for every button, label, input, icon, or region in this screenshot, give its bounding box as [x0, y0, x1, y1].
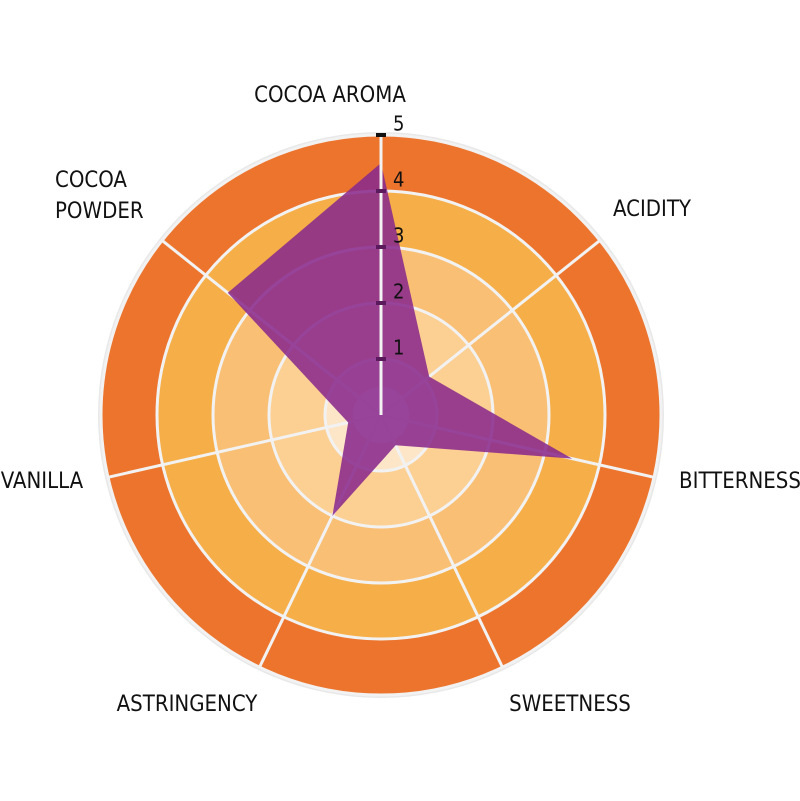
category-label: COCOA POWDER: [55, 168, 144, 224]
tick-label: 3: [393, 224, 404, 248]
category-label: ASTRINGENCY: [117, 692, 259, 717]
category-label: SWEETNESS: [509, 692, 631, 717]
divider: [379, 414, 504, 668]
label-line: ACIDITY: [613, 197, 692, 222]
label-line: ASTRINGENCY: [117, 692, 259, 717]
label-line: POWDER: [55, 199, 144, 224]
data-area: [227, 163, 573, 516]
category-label: VANILLA: [1, 469, 84, 494]
tick-label: 1: [393, 336, 404, 360]
tick-label: 5: [393, 112, 404, 136]
label-line: SWEETNESS: [509, 692, 631, 717]
divider: [107, 413, 382, 479]
label-line: BITTERNESS: [679, 469, 800, 494]
label-line: COCOA AROMA: [254, 83, 406, 108]
category-label: ACIDITY: [613, 197, 692, 222]
category-label: COCOA AROMA: [254, 83, 406, 108]
tick-label: 2: [393, 280, 404, 304]
label-line: COCOA: [55, 168, 127, 193]
tick-label: 4: [393, 168, 404, 192]
category-label: BITTERNESS: [679, 469, 800, 494]
label-line: VANILLA: [1, 469, 84, 494]
